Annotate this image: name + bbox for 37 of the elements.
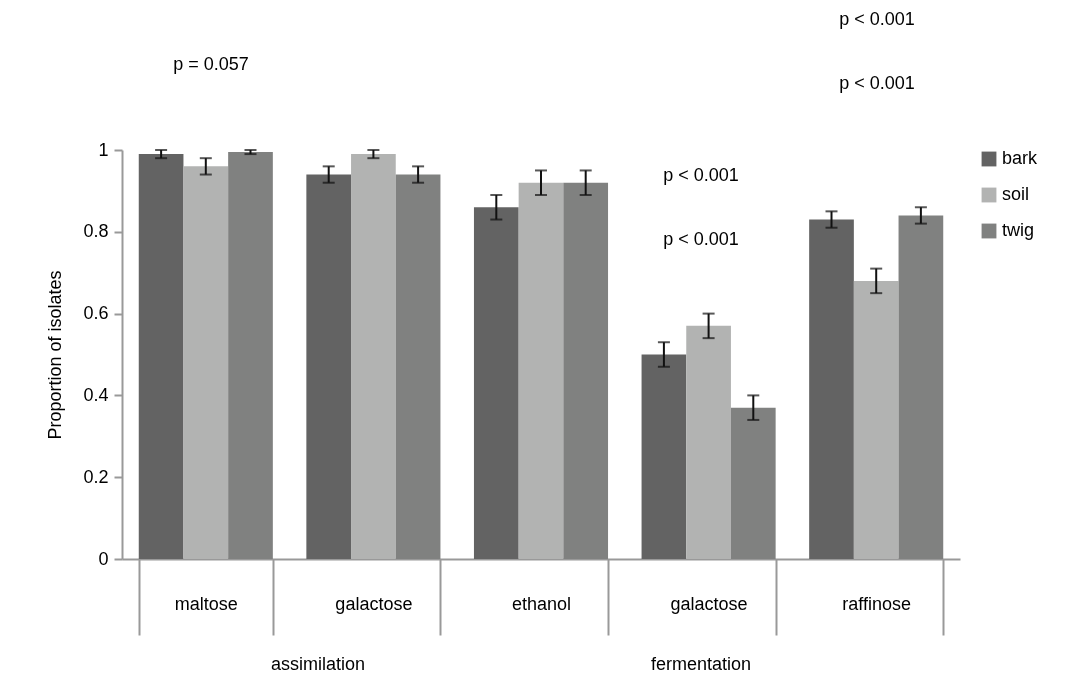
y-tick-label: 0	[98, 548, 109, 569]
x-tick-label: raffinose	[842, 593, 912, 614]
bar	[641, 354, 687, 559]
bar	[228, 152, 273, 559]
bar	[686, 325, 731, 559]
bar	[138, 154, 184, 559]
y-tick-label: 0.4	[83, 384, 109, 405]
bar	[306, 174, 352, 559]
text: p < 0.001	[839, 9, 915, 29]
legend-label: bark	[1002, 148, 1039, 168]
y-tick-label: 0.2	[83, 466, 109, 487]
x-tick-label: galactose	[335, 593, 413, 614]
x-tick-label: maltose	[174, 593, 238, 614]
y-axis-title: Proportion of isolates	[45, 270, 66, 440]
x-tick-label: ethanol	[511, 593, 572, 614]
annotation: p < 0.001	[663, 165, 739, 185]
bar	[473, 207, 519, 559]
bar	[518, 182, 564, 559]
bar	[853, 280, 899, 559]
bar	[898, 215, 944, 559]
text: p = 0.057	[173, 54, 249, 74]
bar	[563, 182, 609, 559]
legend-label: soil	[1002, 184, 1030, 204]
text: fermentation	[650, 654, 752, 674]
bar	[395, 174, 441, 559]
bar	[351, 154, 396, 559]
x-tick-label: galactose	[670, 593, 748, 614]
y-tick-label: 1	[98, 139, 109, 160]
annotation: p < 0.001	[663, 229, 739, 249]
legend-label: twig	[1002, 220, 1035, 240]
y-tick-label: 0.6	[83, 303, 109, 324]
y-tick-label: 0.8	[83, 221, 109, 242]
text: p < 0.001	[839, 73, 915, 93]
bar	[730, 407, 776, 559]
bar	[809, 219, 854, 559]
bar	[183, 166, 229, 559]
text: assimilation	[270, 654, 366, 674]
